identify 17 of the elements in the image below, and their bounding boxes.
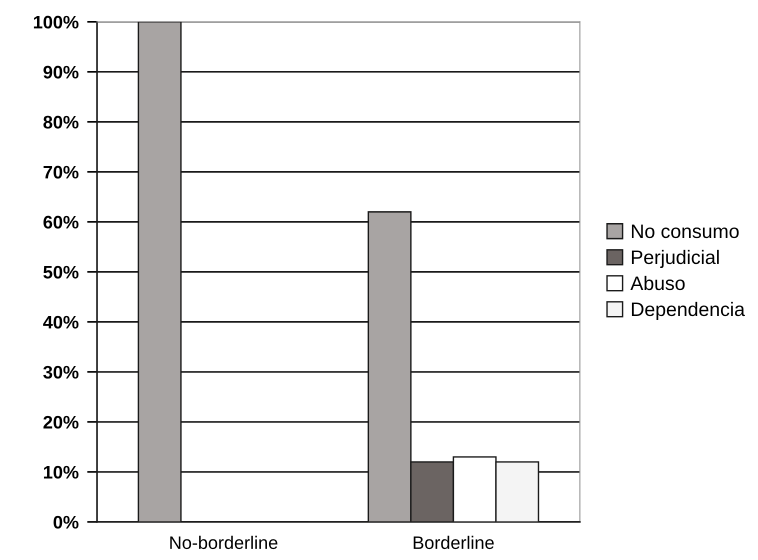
y-tick-label: 80%: [43, 116, 78, 129]
y-tick-label: 10%: [44, 466, 78, 479]
legend-label: Perjudicial: [632, 250, 719, 268]
y-tick-label: 30%: [43, 366, 78, 379]
y-tick-label: 70%: [44, 166, 78, 179]
legend-label: No consumo: [632, 224, 739, 238]
y-tick-label: 40%: [43, 316, 78, 329]
y-tick-label: 60%: [43, 216, 78, 229]
legend-label: Dependencia: [632, 302, 745, 320]
x-tick-label: No-borderline: [170, 536, 278, 550]
y-tick-label: 90%: [43, 66, 78, 79]
y-tick-label: 100%: [34, 16, 78, 29]
x-tick-label: Borderline: [414, 536, 494, 550]
y-tick-label: 0%: [54, 516, 78, 529]
y-tick-label: 50%: [43, 266, 78, 279]
legend-label: Abuso: [630, 276, 685, 290]
y-tick-label: 20%: [43, 416, 78, 429]
